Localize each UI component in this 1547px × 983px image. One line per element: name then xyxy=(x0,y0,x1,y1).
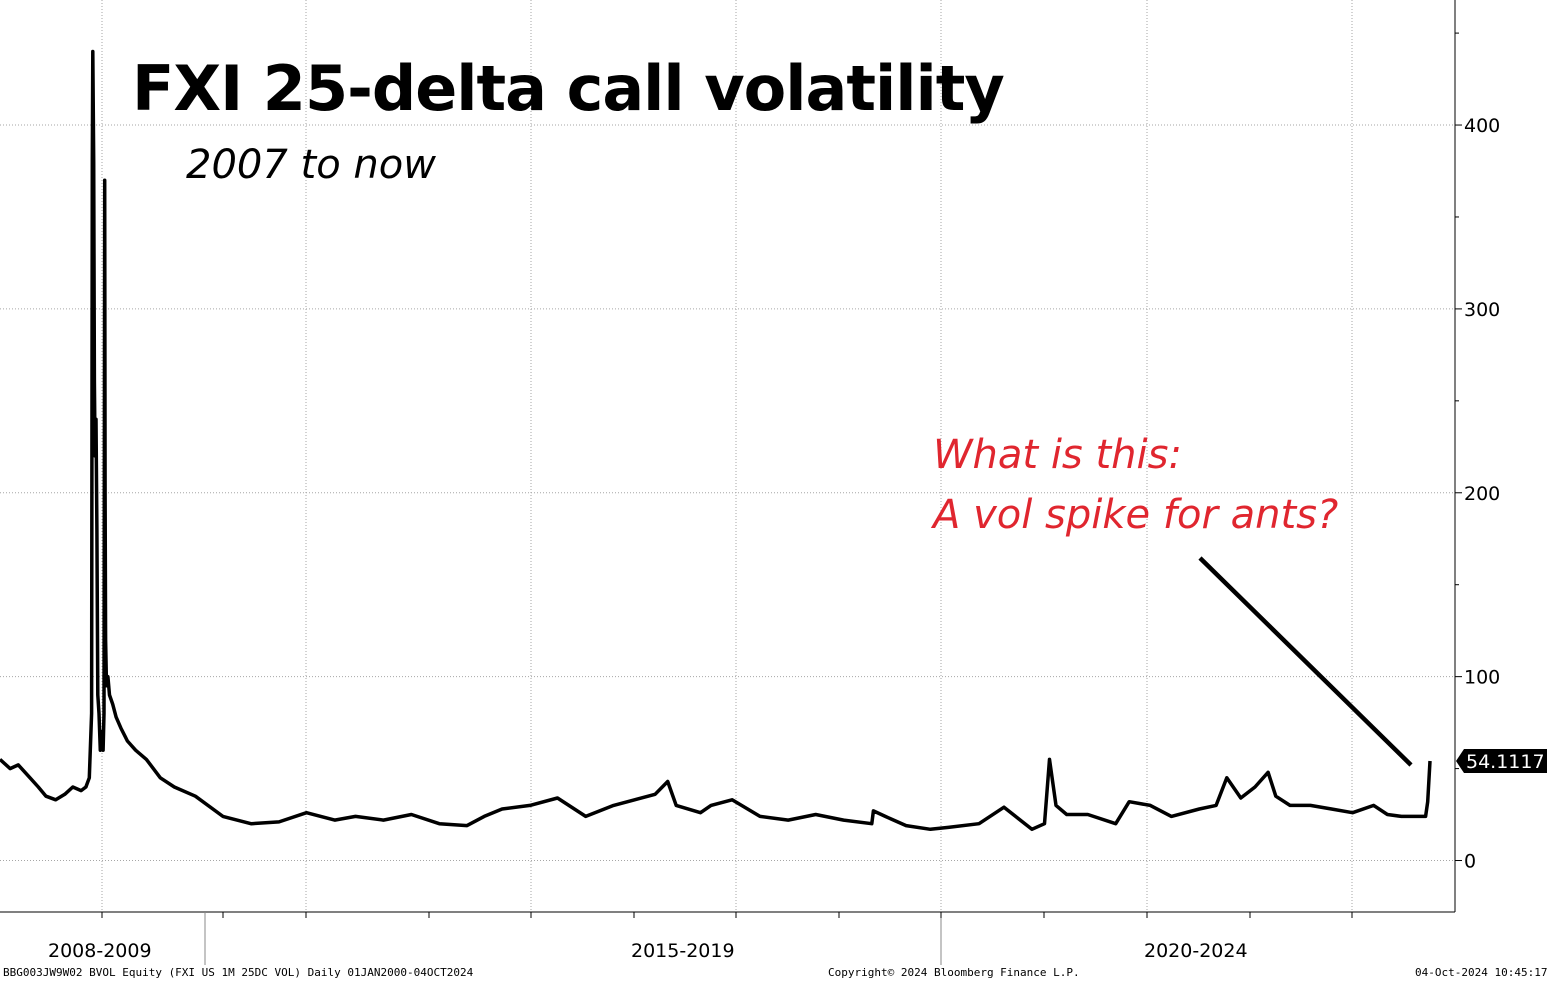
last-value-badge xyxy=(1456,749,1547,774)
y-tick-label-100: 100 xyxy=(1464,667,1500,689)
y-tick-label-200: 200 xyxy=(1464,483,1500,505)
x-axis-ticks xyxy=(101,912,1353,918)
annotation-line-2: A vol spike for ants? xyxy=(933,492,1339,538)
y-axis-ticks: 0 100 200 300 400 xyxy=(1455,32,1500,873)
gridlines xyxy=(0,0,1455,912)
footer-timestamp: 04-Oct-2024 10:45:17 xyxy=(1415,966,1547,979)
y-tick-label-400: 400 xyxy=(1464,115,1500,137)
chart-subtitle: 2007 to now xyxy=(186,142,436,188)
series-line xyxy=(0,49,1432,832)
last-value-label: 54.1117 xyxy=(1456,749,1547,774)
period-label-2020-2024: 2020-2024 xyxy=(1144,940,1248,962)
chart-title: FXI 25-delta call volatility xyxy=(132,52,1005,125)
period-label-2008-2009: 2008-2009 xyxy=(48,940,152,962)
footer-source: BBG003JW9W02 BVOL Equity (FXI US 1M 25DC… xyxy=(3,966,474,979)
period-label-2015-2019: 2015-2019 xyxy=(631,940,735,962)
axes xyxy=(0,0,1456,965)
y-tick-label-0: 0 xyxy=(1464,851,1476,873)
last-value-text: 54.1117 xyxy=(1466,751,1545,773)
y-tick-label-300: 300 xyxy=(1464,299,1500,321)
annotation-pointer-line xyxy=(1198,556,1413,767)
footer-copyright: Copyright© 2024 Bloomberg Finance L.P. xyxy=(828,966,1080,979)
annotation-line-1: What is this: xyxy=(933,432,1182,478)
